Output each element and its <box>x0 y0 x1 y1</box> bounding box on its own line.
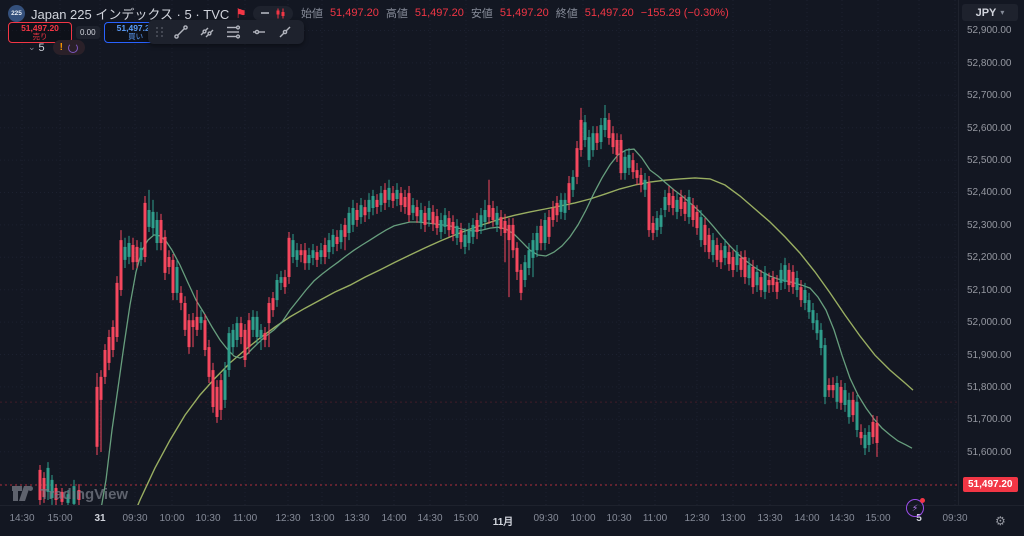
tradingview-logo-icon <box>12 486 33 501</box>
timeframe-row: ⌄ 5 ! <box>28 40 86 55</box>
time-axis-label: 10:00 <box>570 513 596 524</box>
time-axis-label: 10:00 <box>159 513 185 524</box>
price-axis-label: 52,000.00 <box>967 317 1012 328</box>
time-axis-label: 13:00 <box>720 513 746 524</box>
time-axis-label: 15:00 <box>865 513 891 524</box>
time-axis-label: 11:00 <box>642 513 668 524</box>
price-axis-label: 52,400.00 <box>967 187 1012 198</box>
time-axis[interactable]: ⚙ 14:30 15:00 31 09:30 10:00 10:30 11:00 12:30 1… <box>0 505 1024 536</box>
time-axis-label: 13:00 <box>309 513 335 524</box>
sell-button[interactable]: 51,497.20 売り <box>8 22 72 43</box>
drawing-toolbar <box>148 20 304 44</box>
trend-line-icon[interactable] <box>170 22 192 42</box>
parallel-channel-icon[interactable] <box>196 22 218 42</box>
time-axis-label: 14:30 <box>417 513 443 524</box>
notification-dot <box>920 498 925 503</box>
time-axis-label: 12:30 <box>275 513 301 524</box>
price-axis[interactable]: 51,497.20 52,900.00 52,800.00 52,700.00 52,… <box>958 0 1024 505</box>
time-axis-label: 09:30 <box>533 513 559 524</box>
time-axis-label: 11:00 <box>232 513 258 524</box>
time-axis-label: 10:30 <box>195 513 221 524</box>
price-axis-label: 51,900.00 <box>967 350 1012 361</box>
time-axis-label: 14:00 <box>794 513 820 524</box>
toolbar-drag-handle-icon[interactable] <box>156 27 164 37</box>
time-axis-label: 11月 <box>492 517 514 528</box>
time-axis-label: 15:00 <box>453 513 479 524</box>
price-axis-label: 51,800.00 <box>967 382 1012 393</box>
price-axis-label: 52,700.00 <box>967 90 1012 101</box>
fib-retracement-icon[interactable] <box>222 22 244 42</box>
quick-actions-pill[interactable] <box>252 5 293 21</box>
time-axis-label: 15:00 <box>47 513 73 524</box>
flash-status-icon[interactable]: ⚡ <box>906 498 925 517</box>
time-axis-label: 31 <box>94 513 106 524</box>
price-axis-label: 52,500.00 <box>967 155 1012 166</box>
time-axis-label: 09:30 <box>122 513 148 524</box>
currency-dropdown[interactable]: JPY ▾ <box>962 4 1018 21</box>
hide-icon[interactable] <box>260 8 270 18</box>
time-axis-label: 14:30 <box>9 513 35 524</box>
price-axis-label: 51,700.00 <box>967 414 1012 425</box>
horizontal-line-icon[interactable] <box>248 22 270 42</box>
symbol-title[interactable]: Japan 225 インデックス · 5 · TVC <box>31 6 230 22</box>
price-axis-label: 52,200.00 <box>967 252 1012 263</box>
time-axis-label: 14:30 <box>829 513 855 524</box>
tradingview-watermark: TradingView <box>12 486 128 503</box>
alert-icon[interactable]: ! <box>59 41 64 53</box>
chevron-down-icon: ▾ <box>1000 8 1005 17</box>
status-pill[interactable]: ! <box>52 40 86 55</box>
price-axis-label: 51,600.00 <box>967 447 1012 458</box>
price-axis-label: 52,100.00 <box>967 285 1012 296</box>
symbol-logo[interactable]: 225 <box>8 4 25 22</box>
flag-icon[interactable]: ⚑ <box>235 5 247 21</box>
change-readout: −155.29 (−0.30%) <box>640 7 729 19</box>
time-axis-label: 09:30 <box>942 513 968 524</box>
spread-value: 0.00 <box>76 26 100 39</box>
timeframe-dropdown[interactable]: ⌄ 5 <box>28 41 45 54</box>
chart-header: 225 Japan 225 インデックス · 5 · TVC ⚑ 始値 51,49… <box>8 4 729 22</box>
time-axis-label: 14:00 <box>381 513 407 524</box>
chevron-down-icon: ⌄ <box>28 42 36 52</box>
ray-icon[interactable] <box>274 22 296 42</box>
time-axis-label: 12:30 <box>684 513 710 524</box>
time-axis-label: 5 <box>916 513 922 524</box>
candles-icon[interactable] <box>275 8 286 19</box>
time-axis-settings-gear-icon[interactable]: ⚙ <box>995 514 1006 528</box>
price-axis-label: 52,800.00 <box>967 58 1012 69</box>
sync-icon[interactable] <box>68 42 79 53</box>
time-axis-label: 10:30 <box>606 513 632 524</box>
time-axis-label: 13:30 <box>757 513 783 524</box>
ohlc-readout: 始値 51,497.20 高値 51,497.20 安値 51,497.20 終値 51… <box>300 7 729 20</box>
current-price-tag: 51,497.20 <box>963 477 1018 492</box>
price-axis-label: 52,900.00 <box>967 25 1012 36</box>
time-axis-label: 13:30 <box>344 513 370 524</box>
price-axis-label: 52,300.00 <box>967 220 1012 231</box>
chart-canvas[interactable] <box>0 0 958 505</box>
price-axis-label: 52,600.00 <box>967 123 1012 134</box>
